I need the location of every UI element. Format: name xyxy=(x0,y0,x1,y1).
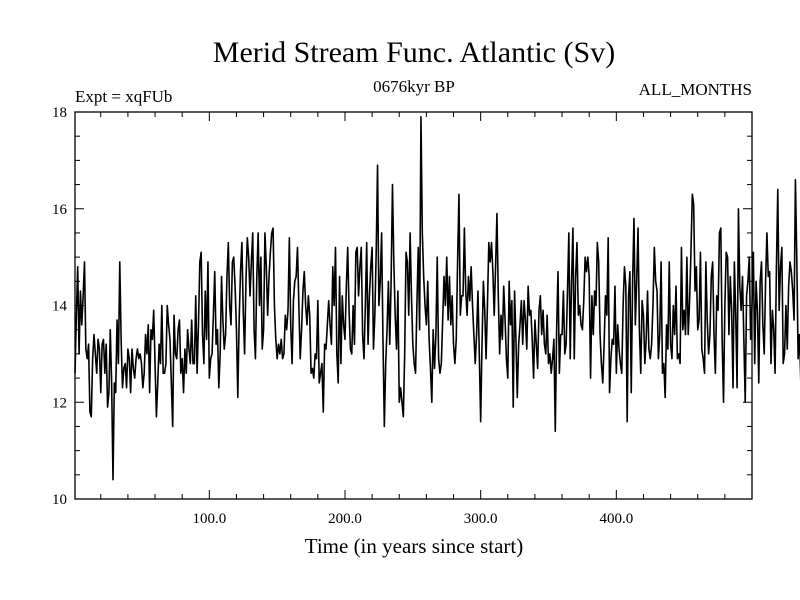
y-tick-label: 16 xyxy=(52,202,68,218)
plot-frame xyxy=(74,111,753,500)
x-tick-label: 100.0 xyxy=(192,511,226,527)
series-line xyxy=(74,116,800,481)
y-tick-label: 12 xyxy=(52,395,67,411)
x-axis-label: Time (in years since start) xyxy=(305,534,524,558)
axis-ticks xyxy=(75,111,752,500)
x-tick-label: 400.0 xyxy=(599,511,633,527)
x-tick-labels: 100.0 200.0 300.0 400.0 xyxy=(192,511,633,527)
y-tick-label: 10 xyxy=(52,492,67,508)
chart-title: Merid Stream Func. Atlantic (Sv) xyxy=(213,36,615,69)
experiment-label: Expt = xqFUb xyxy=(75,87,172,106)
y-tick-labels: 10 12 14 16 18 xyxy=(52,105,68,508)
x-tick-label: 300.0 xyxy=(464,511,498,527)
period-label: 0676kyr BP xyxy=(373,77,455,96)
months-label: ALL_MONTHS xyxy=(639,80,752,99)
x-tick-label: 200.0 xyxy=(328,511,362,527)
y-tick-label: 18 xyxy=(52,105,67,121)
y-tick-label: 14 xyxy=(52,299,68,315)
